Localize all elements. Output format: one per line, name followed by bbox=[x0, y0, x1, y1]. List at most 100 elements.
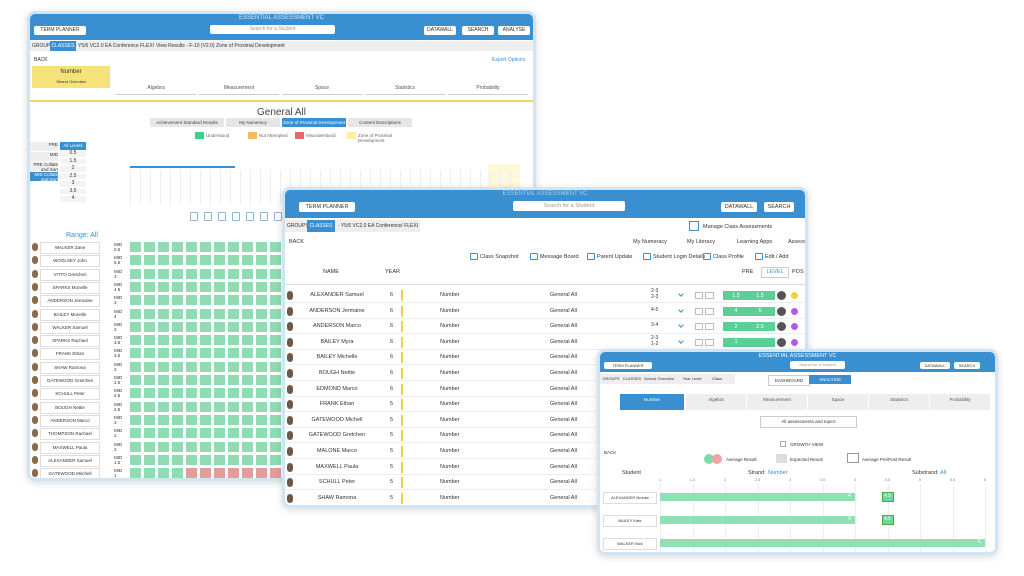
chevron[interactable] bbox=[678, 337, 684, 344]
student-name[interactable]: FRANK Ethan bbox=[319, 401, 355, 408]
term-planner[interactable]: TERM PLANNER bbox=[34, 26, 86, 35]
level-option[interactable]: 0.5 bbox=[60, 150, 86, 157]
student-name[interactable]: GATEWOOD Michell bbox=[311, 416, 363, 423]
level-option[interactable]: 3.5 bbox=[60, 188, 86, 195]
checkbox[interactable] bbox=[695, 338, 703, 346]
mode-tab[interactable]: DASHBOARD bbox=[768, 375, 810, 386]
student-name[interactable]: ANDERSON Marco bbox=[313, 323, 361, 330]
back-link[interactable]: BACK bbox=[34, 57, 48, 63]
action-button[interactable]: Class Profile bbox=[713, 254, 744, 260]
strand-tab[interactable]: Measurement bbox=[199, 82, 279, 95]
strand-tab[interactable]: Statistics bbox=[365, 82, 445, 95]
chevron[interactable] bbox=[678, 322, 684, 329]
mode-tab[interactable]: ANALYSIS bbox=[809, 375, 851, 384]
strand-tab[interactable]: Probability bbox=[930, 394, 990, 410]
view-button[interactable]: Zone of Proximal Development bbox=[282, 118, 346, 127]
back-link[interactable]: BACK bbox=[604, 450, 617, 455]
add-button[interactable] bbox=[777, 291, 786, 300]
breadcrumb-item[interactable]: GROUPS bbox=[287, 223, 309, 229]
level-option[interactable]: 2.5 bbox=[60, 173, 86, 180]
breadcrumb-item[interactable]: GROUPS bbox=[32, 43, 54, 49]
student-name[interactable]: BOUGH Nettie bbox=[318, 370, 356, 376]
nav-menu[interactable]: Assess bbox=[788, 239, 806, 245]
nav-menu[interactable]: My Numeracy bbox=[633, 239, 667, 245]
checkbox[interactable] bbox=[695, 292, 703, 299]
column-level[interactable]: LEVEL bbox=[761, 267, 789, 278]
search-box[interactable]: Search for a Student bbox=[790, 361, 845, 369]
student-name[interactable]: EDMOND Marco bbox=[316, 385, 358, 392]
level-option[interactable]: 4 bbox=[60, 195, 86, 202]
toolbar-button[interactable]: SEARCH bbox=[954, 362, 980, 369]
student-name[interactable]: GATEWOOD Gretchen bbox=[40, 375, 100, 387]
breadcrumb-item[interactable]: GROUPS bbox=[602, 376, 620, 381]
strand-tab[interactable]: Algebra bbox=[116, 82, 196, 95]
student-name[interactable]: WOOLSEY John bbox=[40, 255, 100, 268]
student-name[interactable]: ANDERSON Jermaine bbox=[40, 295, 100, 308]
student-name[interactable]: ALEXANDER Brooke bbox=[603, 492, 657, 504]
view-button[interactable]: Achievement Standard Results bbox=[150, 118, 224, 127]
breadcrumb-item[interactable]: Class bbox=[711, 376, 722, 381]
student-name[interactable]: WALKER Zane bbox=[40, 242, 100, 254]
student-name[interactable]: BAILEY Michelle bbox=[316, 354, 358, 361]
strand-tab[interactable]: Statistics bbox=[869, 394, 929, 410]
checkbox[interactable] bbox=[695, 307, 703, 315]
student-name[interactable]: MAXWELL Paula bbox=[315, 463, 359, 470]
student-name[interactable]: GATEWOOD Mitchell bbox=[40, 468, 100, 478]
student-name[interactable]: BAILEY Myra bbox=[320, 338, 354, 345]
strand-tab[interactable]: Space bbox=[282, 82, 362, 95]
student-name[interactable]: THOMPSON Rachael bbox=[40, 428, 100, 441]
toolbar-button[interactable]: ANALYSE bbox=[498, 26, 530, 35]
student-name[interactable]: SHAW Ramona bbox=[40, 361, 100, 374]
student-name[interactable]: WALKER Nick bbox=[603, 538, 657, 550]
breadcrumb-item[interactable]: View Results - F-10 (V2.0) bbox=[156, 43, 215, 49]
strand-tab[interactable]: Number bbox=[620, 394, 684, 410]
levels-header[interactable]: All Levels bbox=[60, 142, 86, 150]
toolbar-button[interactable]: DATAWALL bbox=[721, 202, 757, 212]
level-filter[interactable]: PRE bbox=[30, 142, 58, 151]
level-filter[interactable]: MID Collate and Sort bbox=[30, 172, 58, 182]
back-link[interactable]: BACK bbox=[289, 239, 304, 245]
student-name[interactable]: BAILEY Kate bbox=[603, 515, 657, 527]
breadcrumb-item[interactable]: - Y5/6 VC2.0 EA Conference/ FLEXI bbox=[337, 223, 419, 229]
term-planner[interactable]: TERM PLANNER bbox=[604, 362, 652, 369]
student-name[interactable]: ALEXANDER Samuel bbox=[310, 292, 364, 298]
breadcrumb-item[interactable]: Zone of Proximal Development bbox=[216, 43, 285, 49]
student-name[interactable]: SPARKS Rachael bbox=[40, 335, 100, 348]
toolbar-button[interactable]: DATAWALL bbox=[920, 362, 950, 369]
student-name[interactable]: BOUGH Nettie bbox=[40, 401, 100, 414]
breadcrumb-item[interactable]: Year Level bbox=[682, 376, 702, 381]
strand-tab[interactable]: Space bbox=[808, 394, 868, 410]
strand-tab[interactable]: Measurement bbox=[747, 394, 807, 410]
level-filter[interactable]: MID bbox=[30, 152, 58, 161]
strand-tab[interactable]: Algebra bbox=[686, 394, 746, 410]
export-options[interactable]: Export Options bbox=[492, 57, 526, 63]
toolbar-button[interactable]: DATAWALL bbox=[424, 26, 456, 35]
nav-menu[interactable]: My Literacy bbox=[687, 239, 716, 245]
add-button[interactable] bbox=[777, 322, 786, 332]
student-name[interactable]: ANDERSON Marco bbox=[40, 414, 100, 427]
checkbox[interactable] bbox=[705, 307, 714, 315]
student-name[interactable]: ALEXANDER Samuel bbox=[40, 454, 100, 467]
breadcrumb-item[interactable]: Y5/6 VC2.0 EA Conference FLEXI bbox=[78, 43, 154, 49]
breadcrumb-item[interactable]: CLASSES bbox=[622, 376, 642, 381]
student-name[interactable]: FRANK Ethan bbox=[40, 348, 100, 361]
student-name[interactable]: MAXWELL Paula bbox=[40, 441, 100, 454]
search-box[interactable]: Search for a Student bbox=[513, 201, 625, 211]
view-button[interactable]: Content Descriptions bbox=[348, 118, 412, 127]
student-name[interactable]: VITTO Gretchen bbox=[40, 268, 100, 281]
add-button[interactable] bbox=[777, 337, 786, 347]
level-option[interactable]: 3 bbox=[60, 180, 86, 187]
action-button[interactable]: Message Board bbox=[540, 254, 579, 260]
student-name[interactable]: WALKER Samuel bbox=[40, 321, 100, 334]
student-name[interactable]: BAILEY Monelle bbox=[40, 308, 100, 321]
student-name[interactable]: SHAW Ramona bbox=[317, 494, 357, 501]
student-name[interactable]: ANDERSON Jermaine bbox=[309, 307, 365, 314]
action-button[interactable]: Class Snapshot bbox=[480, 254, 519, 260]
add-button[interactable] bbox=[777, 306, 786, 316]
student-name[interactable]: GATEWOOD Gretchen bbox=[308, 432, 366, 439]
student-name[interactable]: SCHULL Peter bbox=[40, 388, 100, 401]
toolbar-button[interactable]: SEARCH bbox=[462, 26, 494, 35]
level-option[interactable]: 1.5 bbox=[60, 158, 86, 165]
checkbox[interactable] bbox=[705, 338, 714, 346]
search-box[interactable]: Search for a Student bbox=[210, 25, 335, 34]
